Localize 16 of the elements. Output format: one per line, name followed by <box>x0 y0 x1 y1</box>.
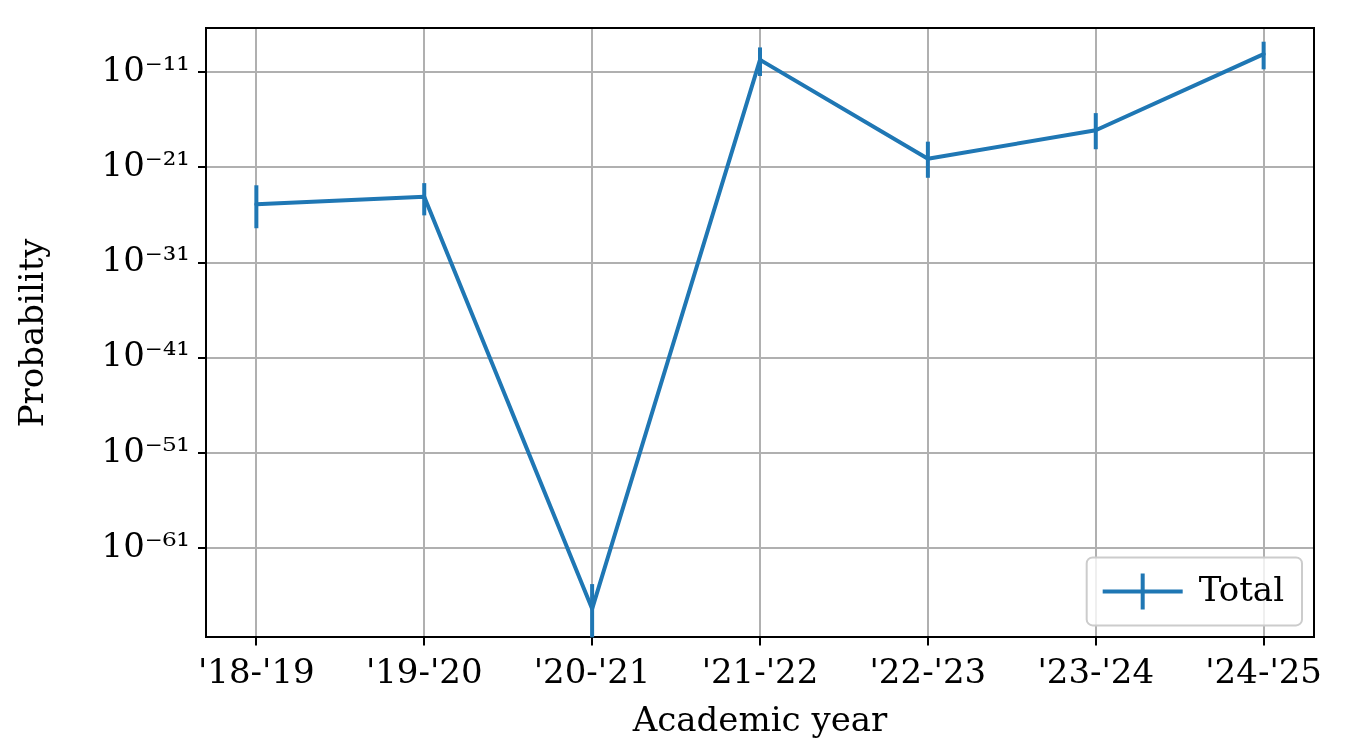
x-tick-label: '19-'20 <box>365 650 483 691</box>
legend-label: Total <box>1198 569 1285 610</box>
x-tick-label: '22-'23 <box>869 650 987 691</box>
y-tick-label: 10⁻²¹ <box>101 144 190 185</box>
x-tick-label: '20-'21 <box>533 650 651 691</box>
y-tick-label: 10⁻⁶¹ <box>101 524 190 565</box>
x-tick-label: '23-'24 <box>1037 650 1155 691</box>
x-axis-title: Academic year <box>631 699 889 740</box>
y-tick-label: 10⁻⁵¹ <box>101 429 190 470</box>
x-tick-label: '24-'25 <box>1205 650 1322 691</box>
x-tick-label: '21-'22 <box>701 650 819 691</box>
y-tick-label: 10⁻⁴¹ <box>101 334 190 375</box>
y-tick-label: 10⁻¹¹ <box>101 49 190 90</box>
x-tick-label: '18-'19 <box>198 650 315 691</box>
y-axis-title: Probability <box>11 237 52 428</box>
y-tick-label: 10⁻³¹ <box>101 239 190 280</box>
